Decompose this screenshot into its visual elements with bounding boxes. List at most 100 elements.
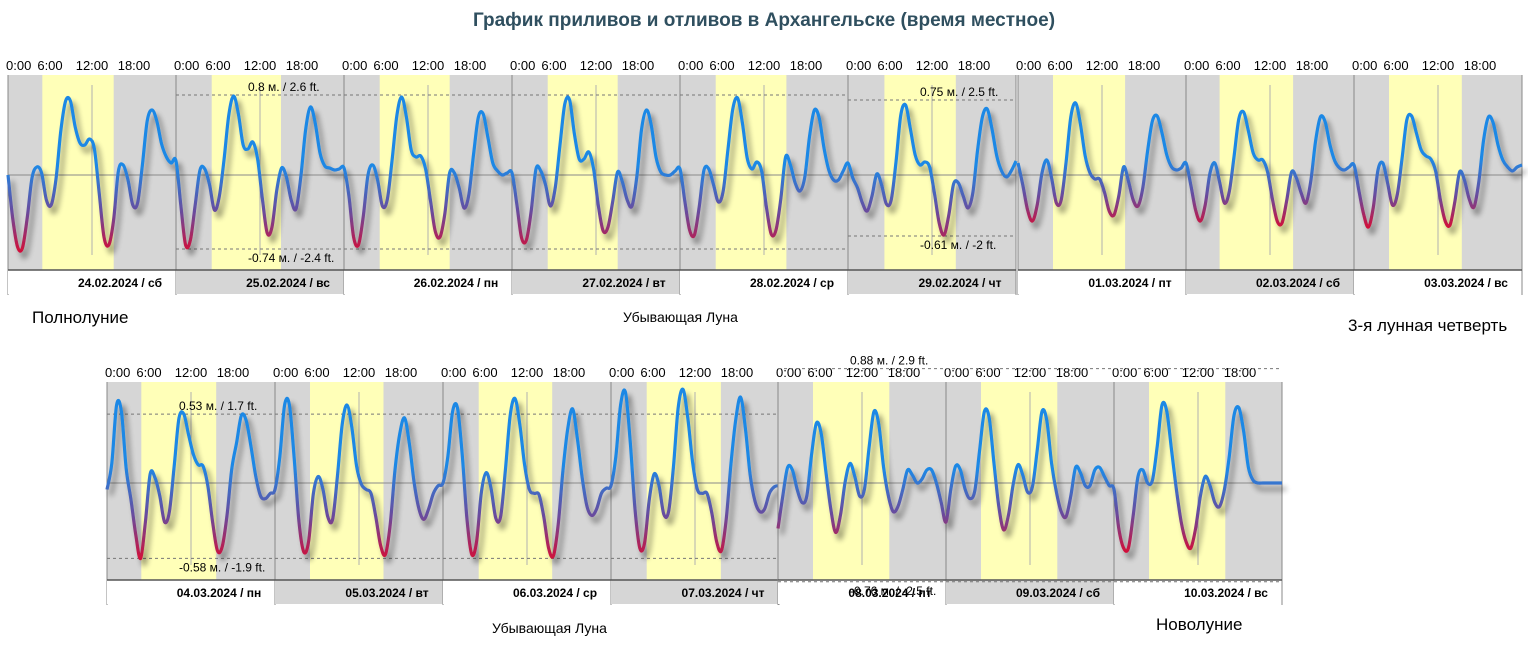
date-label-bg — [107, 580, 275, 604]
time-tick-label: 6:00 — [975, 365, 1000, 380]
time-tick-label: 12:00 — [916, 58, 949, 73]
time-tick-label: 0:00 — [510, 58, 535, 73]
time-tick-label: 18:00 — [1224, 365, 1257, 380]
extreme-level-label: -0.61 м. / -2 ft. — [920, 238, 996, 252]
time-tick-label: 12:00 — [511, 365, 544, 380]
time-tick-label: 6:00 — [1215, 58, 1240, 73]
time-tick-label: 18:00 — [385, 365, 418, 380]
date-label-bg — [778, 580, 946, 604]
date-label: 06.03.2024 / ср — [513, 586, 597, 600]
time-tick-label: 12:00 — [1422, 58, 1455, 73]
time-tick-label: 18:00 — [790, 58, 823, 73]
date-label-bg — [611, 580, 779, 604]
time-tick-label: 0:00 — [273, 365, 298, 380]
tide-line-series — [105, 387, 780, 561]
time-tick-label: 18:00 — [454, 58, 487, 73]
time-tick-label: 6:00 — [877, 58, 902, 73]
date-label-bg — [1018, 270, 1186, 294]
date-label: 01.03.2024 / пт — [1088, 276, 1171, 290]
date-label: 09.03.2024 / сб — [1016, 586, 1100, 600]
tide-line-series — [6, 94, 1018, 253]
date-label-bg — [1114, 580, 1282, 604]
time-tick-label: 0:00 — [441, 365, 466, 380]
time-tick-label: 6:00 — [136, 365, 161, 380]
date-label: 07.03.2024 / чт — [682, 586, 765, 600]
time-tick-label: 0:00 — [105, 365, 130, 380]
time-tick-label: 12:00 — [580, 58, 613, 73]
time-tick-label: 6:00 — [37, 58, 62, 73]
date-label-bg — [8, 270, 176, 294]
date-label-bg — [512, 270, 680, 294]
tide-line-series — [1016, 101, 1523, 229]
time-tick-label: 0:00 — [342, 58, 367, 73]
time-tick-label: 0:00 — [609, 365, 634, 380]
time-tick-label: 0:00 — [1352, 58, 1377, 73]
date-label-bg — [946, 580, 1114, 604]
time-tick-label: 0:00 — [1112, 365, 1137, 380]
time-tick-label: 18:00 — [217, 365, 250, 380]
date-label: 27.02.2024 / вт — [582, 276, 665, 290]
time-tick-label: 6:00 — [1143, 365, 1168, 380]
time-tick-label: 0:00 — [6, 58, 31, 73]
time-tick-label: 0:00 — [776, 365, 801, 380]
moon-phase-label: Убывающая Луна — [623, 309, 738, 325]
time-tick-label: 18:00 — [1056, 365, 1089, 380]
time-tick-label: 0:00 — [846, 58, 871, 73]
time-tick-label: 12:00 — [1086, 58, 1119, 73]
date-label-bg — [275, 580, 443, 604]
date-label: 10.03.2024 / вс — [1184, 586, 1268, 600]
date-label: 25.02.2024 / вс — [246, 276, 330, 290]
time-tick-label: 6:00 — [1383, 58, 1408, 73]
time-tick-label: 12:00 — [175, 365, 208, 380]
date-label: 29.02.2024 / чт — [919, 276, 1002, 290]
daylight-band — [42, 75, 114, 270]
chart-title: График приливов и отливов в Архангельске… — [472, 10, 1056, 31]
time-tick-label: 12:00 — [76, 58, 109, 73]
date-label: 02.03.2024 / сб — [1256, 276, 1340, 290]
time-tick-label: 12:00 — [343, 365, 376, 380]
time-tick-label: 18:00 — [553, 365, 586, 380]
time-tick-label: 12:00 — [412, 58, 445, 73]
extreme-level-label: 0.53 м. / 1.7 ft. — [179, 399, 257, 413]
extreme-level-label: -0.58 м. / -1.9 ft. — [179, 560, 265, 574]
time-tick-label: 0:00 — [944, 365, 969, 380]
time-tick-label: 6:00 — [1047, 58, 1072, 73]
time-tick-label: 6:00 — [304, 365, 329, 380]
date-label-bg — [344, 270, 512, 294]
time-tick-label: 6:00 — [373, 58, 398, 73]
date-label-bg — [848, 270, 1016, 294]
extreme-level-label: 0.75 м. / 2.5 ft. — [920, 85, 998, 99]
time-tick-label: 0:00 — [678, 58, 703, 73]
time-tick-label: 12:00 — [679, 365, 712, 380]
date-label: 26.02.2024 / пн — [414, 276, 499, 290]
moon-phase-label: 3-я лунная четверть — [1348, 316, 1508, 335]
extreme-level-label: 0.8 м. / 2.6 ft. — [248, 80, 320, 94]
date-label: 05.03.2024 / вт — [345, 586, 428, 600]
time-tick-label: 18:00 — [286, 58, 319, 73]
time-tick-label: 18:00 — [622, 58, 655, 73]
date-label-bg — [680, 270, 848, 294]
extreme-level-label: -0.74 м. / -2.4 ft. — [248, 251, 334, 265]
time-tick-label: 6:00 — [205, 58, 230, 73]
tide-line-series — [776, 400, 1282, 553]
date-label: 03.03.2024 / вс — [1424, 276, 1508, 290]
time-tick-label: 12:00 — [1182, 365, 1215, 380]
date-label-bg — [176, 270, 344, 294]
time-tick-label: 6:00 — [709, 58, 734, 73]
time-tick-label: 18:00 — [1128, 58, 1161, 73]
time-tick-label: 6:00 — [640, 365, 665, 380]
extreme-level-label: 0.88 м. / 2.9 ft. — [850, 354, 928, 368]
date-label-bg — [1186, 270, 1354, 294]
date-label-bg — [443, 580, 611, 604]
date-label: 08.03.2024 / пт — [848, 586, 931, 600]
time-tick-label: 12:00 — [748, 58, 781, 73]
daylight-band — [813, 382, 890, 580]
daylight-band — [547, 75, 618, 270]
time-tick-label: 6:00 — [807, 365, 832, 380]
moon-phase-label: Полнолуние — [32, 308, 129, 327]
time-tick-label: 18:00 — [958, 58, 991, 73]
time-tick-label: 6:00 — [472, 365, 497, 380]
daylight-band — [715, 75, 787, 270]
date-label: 28.02.2024 / ср — [750, 276, 834, 290]
